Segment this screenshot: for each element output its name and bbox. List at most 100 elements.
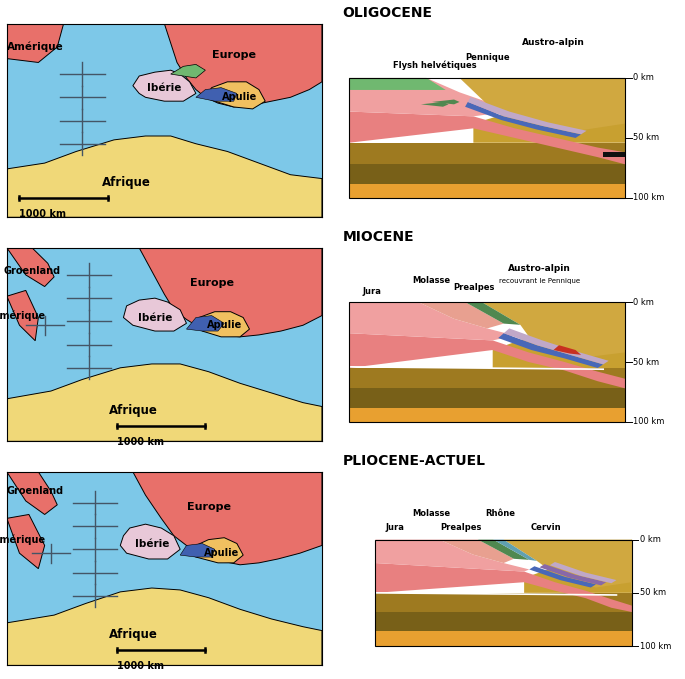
Polygon shape: [7, 136, 322, 217]
Polygon shape: [375, 612, 632, 631]
Polygon shape: [603, 152, 625, 157]
Polygon shape: [180, 543, 215, 557]
Polygon shape: [375, 631, 632, 646]
Text: Apulie: Apulie: [223, 92, 258, 103]
Text: 100 km: 100 km: [634, 418, 665, 426]
Polygon shape: [465, 102, 581, 138]
Text: Groenland: Groenland: [7, 486, 64, 496]
Polygon shape: [164, 24, 322, 107]
Polygon shape: [7, 588, 322, 665]
Text: 50 km: 50 km: [634, 134, 660, 143]
Text: 0 km: 0 km: [640, 535, 661, 544]
Polygon shape: [139, 248, 322, 337]
Polygon shape: [498, 333, 603, 368]
Polygon shape: [7, 248, 54, 287]
Text: Ibérie: Ibérie: [147, 83, 182, 92]
Polygon shape: [465, 302, 521, 325]
Polygon shape: [7, 364, 322, 441]
Text: Austro-alpin: Austro-alpin: [521, 38, 584, 47]
Polygon shape: [503, 329, 609, 365]
Polygon shape: [349, 78, 446, 90]
Text: 100 km: 100 km: [634, 194, 665, 202]
Polygon shape: [375, 593, 632, 612]
Polygon shape: [482, 302, 625, 359]
Text: 1000 km: 1000 km: [117, 661, 164, 671]
Polygon shape: [349, 183, 625, 198]
Polygon shape: [349, 302, 515, 340]
Polygon shape: [349, 407, 625, 422]
Polygon shape: [186, 316, 224, 331]
Text: Europe: Europe: [190, 278, 234, 288]
Polygon shape: [493, 540, 537, 561]
Text: 50 km: 50 km: [634, 358, 660, 367]
Polygon shape: [553, 345, 581, 355]
Text: Afrique: Afrique: [108, 404, 158, 417]
Text: Molasse: Molasse: [412, 509, 450, 518]
Polygon shape: [460, 78, 625, 132]
Text: Apulie: Apulie: [203, 548, 239, 558]
Text: Europe: Europe: [212, 50, 256, 60]
Polygon shape: [7, 472, 58, 515]
Text: Amérique: Amérique: [7, 41, 64, 52]
Polygon shape: [468, 97, 586, 134]
Bar: [375, 540, 632, 646]
Polygon shape: [540, 564, 606, 585]
Text: OLIGOCENE: OLIGOCENE: [342, 6, 432, 20]
Text: Amérique: Amérique: [0, 310, 46, 320]
Polygon shape: [503, 540, 632, 587]
Polygon shape: [206, 82, 265, 109]
Text: 50 km: 50 km: [640, 588, 667, 598]
Polygon shape: [524, 540, 632, 593]
Text: Rhône: Rhône: [486, 509, 515, 518]
Bar: [349, 302, 625, 422]
Text: Austro-alpin: Austro-alpin: [508, 264, 571, 273]
Polygon shape: [349, 143, 625, 164]
Text: 100 km: 100 km: [640, 642, 671, 650]
Polygon shape: [375, 540, 530, 572]
Text: Flysh helvétiques: Flysh helvétiques: [393, 60, 476, 70]
Polygon shape: [196, 312, 249, 337]
Text: 1000 km: 1000 km: [117, 437, 164, 447]
Polygon shape: [349, 333, 625, 388]
Polygon shape: [123, 298, 186, 331]
Polygon shape: [121, 524, 180, 559]
Text: Afrique: Afrique: [102, 176, 151, 189]
Text: Ibérie: Ibérie: [135, 538, 169, 549]
Polygon shape: [432, 100, 460, 105]
Text: 1000 km: 1000 km: [19, 208, 66, 219]
Text: PLIOCENE-ACTUEL: PLIOCENE-ACTUEL: [342, 454, 486, 468]
Text: Ibérie: Ibérie: [138, 312, 172, 323]
Text: Cervin: Cervin: [531, 523, 562, 532]
Polygon shape: [418, 302, 503, 329]
Polygon shape: [7, 24, 64, 62]
Text: Afrique: Afrique: [108, 628, 158, 641]
Text: Molasse: Molasse: [412, 276, 450, 285]
Polygon shape: [421, 102, 449, 107]
Polygon shape: [473, 78, 625, 143]
Polygon shape: [478, 540, 530, 560]
Polygon shape: [550, 562, 616, 583]
Bar: [349, 78, 625, 198]
Text: Pennique: Pennique: [465, 54, 510, 62]
Text: Prealpes: Prealpes: [453, 283, 495, 293]
Text: MIOCENE: MIOCENE: [342, 230, 414, 244]
Polygon shape: [133, 70, 196, 101]
Text: Groenland: Groenland: [3, 266, 60, 276]
Polygon shape: [196, 88, 237, 101]
Polygon shape: [190, 538, 243, 563]
Polygon shape: [171, 65, 206, 78]
Polygon shape: [7, 291, 38, 341]
Text: Jura: Jura: [362, 287, 382, 296]
Text: Prealpes: Prealpes: [440, 523, 482, 532]
Polygon shape: [349, 111, 625, 164]
Polygon shape: [349, 368, 625, 388]
Text: recouvrant le Pennique: recouvrant le Pennique: [499, 278, 580, 284]
Polygon shape: [7, 515, 45, 569]
Polygon shape: [375, 563, 632, 612]
Text: Europe: Europe: [186, 502, 231, 512]
Polygon shape: [530, 566, 596, 587]
Polygon shape: [349, 78, 509, 116]
Polygon shape: [440, 540, 514, 563]
Polygon shape: [349, 164, 625, 183]
Text: Amérique: Amérique: [0, 534, 46, 545]
